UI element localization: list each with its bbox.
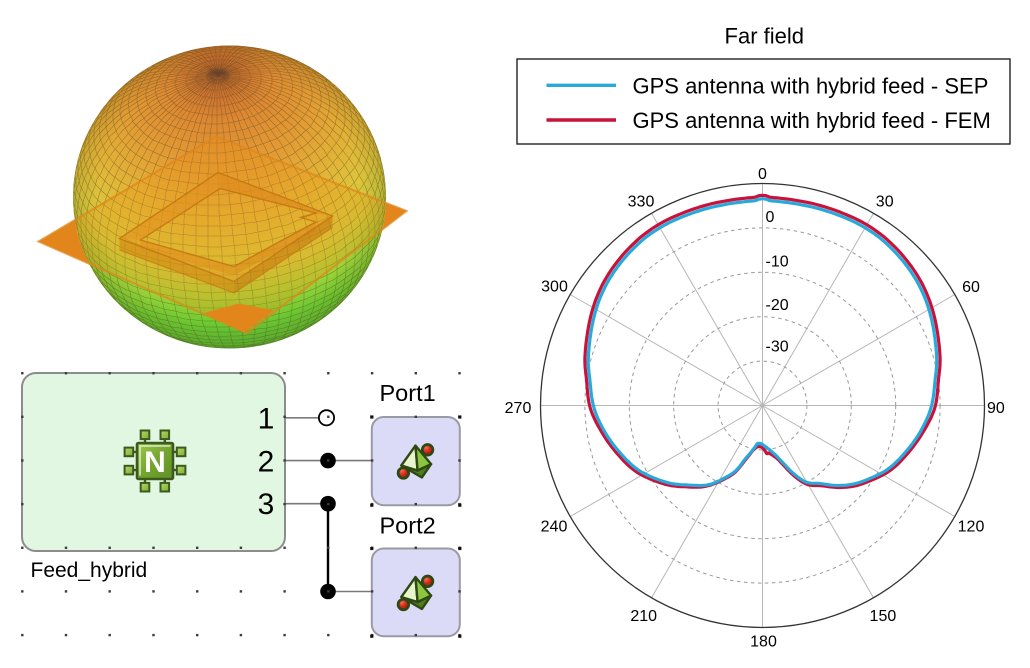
svg-text:N: N: [144, 446, 166, 479]
svg-text:GPS antenna with hybrid feed -: GPS antenna with hybrid feed - SEP: [633, 74, 989, 99]
svg-text:GPS antenna with hybrid feed -: GPS antenna with hybrid feed - FEM: [633, 108, 991, 133]
svg-text:-10: -10: [766, 253, 789, 270]
svg-text:210: 210: [630, 608, 657, 625]
svg-text:3: 3: [258, 488, 275, 521]
svg-text:120: 120: [958, 519, 985, 536]
svg-text:60: 60: [962, 279, 980, 296]
svg-text:2: 2: [258, 445, 275, 478]
svg-text:Port1: Port1: [380, 380, 436, 406]
svg-text:1: 1: [258, 403, 275, 436]
svg-text:330: 330: [628, 194, 655, 211]
svg-text:240: 240: [541, 519, 568, 536]
svg-text:0: 0: [758, 166, 767, 183]
svg-text:300: 300: [541, 279, 568, 296]
svg-text:150: 150: [870, 608, 897, 625]
svg-text:-30: -30: [766, 339, 789, 356]
svg-text:180: 180: [750, 634, 777, 651]
svg-text:Far field: Far field: [725, 24, 804, 49]
svg-text:0: 0: [766, 209, 775, 226]
svg-text:-20: -20: [766, 297, 789, 314]
svg-text:90: 90: [987, 400, 1005, 417]
svg-text:Port2: Port2: [380, 513, 436, 539]
svg-text:270: 270: [505, 400, 532, 417]
svg-text:Feed_hybrid: Feed_hybrid: [31, 559, 148, 582]
svg-text:30: 30: [876, 194, 894, 211]
